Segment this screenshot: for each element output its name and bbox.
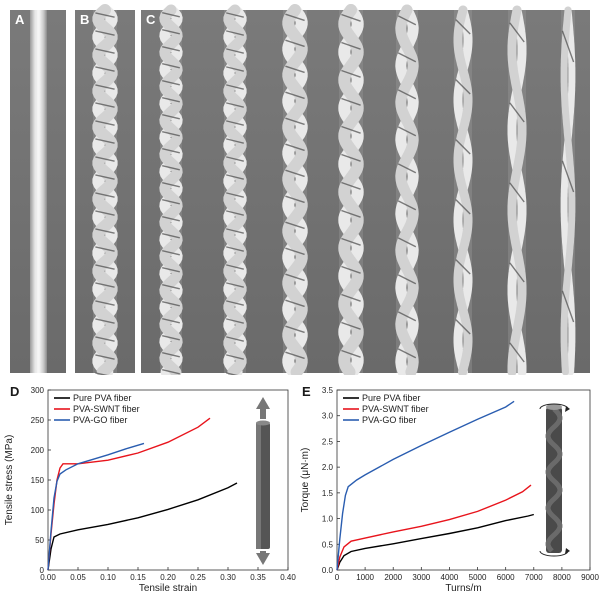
x-axis-label: Turns/m (445, 583, 481, 594)
series-line-2 (336, 484, 532, 571)
x-tick-label: 4000 (441, 573, 459, 582)
sem-micrograph-strip (10, 4, 590, 375)
fiber-c-4 (338, 4, 364, 375)
x-tick-label: 0.25 (190, 573, 206, 582)
panel-e-label: E (302, 384, 311, 399)
rotation-arrow-icon (539, 550, 569, 557)
x-tick-label: 0.00 (40, 573, 56, 582)
y-axis-label: Tensile stress (MPa) (4, 435, 15, 526)
y-tick-label: 0 (40, 566, 45, 575)
fiber-c-5 (395, 4, 419, 375)
series-line-3 (336, 400, 515, 571)
fiber-c-8 (560, 6, 576, 375)
series-line-1 (47, 482, 238, 571)
x-tick-label: 8000 (553, 573, 571, 582)
x-tick-label: 0.10 (100, 573, 116, 582)
y-tick-label: 250 (31, 416, 45, 425)
x-tick-label: 0.05 (70, 573, 86, 582)
x-tick-label: 9000 (581, 573, 599, 582)
x-tick-label: 3000 (412, 573, 430, 582)
panel-d-label: D (10, 384, 20, 399)
y-tick-label: 3.0 (322, 412, 334, 421)
up-arrow-icon (256, 397, 270, 419)
y-tick-label: 200 (31, 446, 45, 455)
y-tick-label: 1.5 (322, 489, 334, 498)
y-tick-label: 3.5 (322, 386, 334, 395)
y-tick-label: 2.0 (322, 463, 334, 472)
fiber-c-7 (507, 5, 527, 375)
x-tick-label: 0.30 (220, 573, 236, 582)
x-tick-label: 0.20 (160, 573, 176, 582)
y-tick-label: 50 (35, 536, 44, 545)
twisted-fiber-illustration (539, 403, 570, 557)
x-axis-label: Tensile strain (139, 583, 197, 594)
x-tick-label: 0.35 (250, 573, 266, 582)
panel-b-label: B (80, 12, 90, 27)
panel-a-label: A (15, 12, 25, 27)
fiber-c-3 (282, 4, 308, 375)
fiber-c-1 (159, 4, 183, 375)
y-tick-label: 0.0 (322, 566, 334, 575)
panel-c-twisted-fibers (159, 4, 576, 375)
x-tick-label: 0 (335, 573, 340, 582)
y-tick-label: 2.5 (322, 437, 334, 446)
y-tick-label: 0.5 (322, 540, 334, 549)
y-tick-label: 150 (31, 476, 45, 485)
legend-label: PVA-GO fiber (73, 415, 127, 425)
fiber-c-6 (453, 5, 473, 375)
legend-label: Pure PVA fiber (362, 393, 420, 403)
y-axis-label: Torque (μN·m) (300, 448, 311, 513)
panel-b-twisted-fiber (92, 4, 118, 375)
y-tick-label: 300 (31, 386, 45, 395)
y-tick-label: 1.0 (322, 515, 334, 524)
legend-label: PVA-SWNT fiber (362, 404, 429, 414)
series-line-3 (47, 442, 145, 571)
series-line-1 (336, 513, 534, 571)
legend-label: PVA-SWNT fiber (73, 404, 140, 414)
plot-area (47, 389, 289, 571)
x-tick-label: 7000 (525, 573, 543, 582)
y-tick-label: 100 (31, 506, 45, 515)
fiber-b (92, 4, 118, 375)
x-tick-label: 5000 (469, 573, 487, 582)
x-tick-label: 0.15 (130, 573, 146, 582)
x-tick-label: 6000 (497, 573, 515, 582)
x-tick-label: 2000 (384, 573, 402, 582)
legend-label: Pure PVA fiber (73, 393, 131, 403)
x-tick-label: 1000 (356, 573, 374, 582)
down-arrow-icon (256, 551, 270, 565)
panel-c-label: C (146, 12, 156, 27)
chart-torque-vs-turns: 0 1000 2000 3000 4000 5000 6000 7000 8000 9000 0.0… (300, 386, 599, 594)
fiber-c-2 (223, 4, 247, 375)
legend-label: PVA-GO fiber (362, 415, 416, 425)
x-tick-label: 0.40 (280, 573, 296, 582)
straight-fiber-illustration (256, 397, 270, 565)
chart-tensile-stress-strain: 0.00 0.05 0.10 0.15 0.20 0.25 0.30 0.35 0.40 0 50 1… (4, 386, 296, 594)
